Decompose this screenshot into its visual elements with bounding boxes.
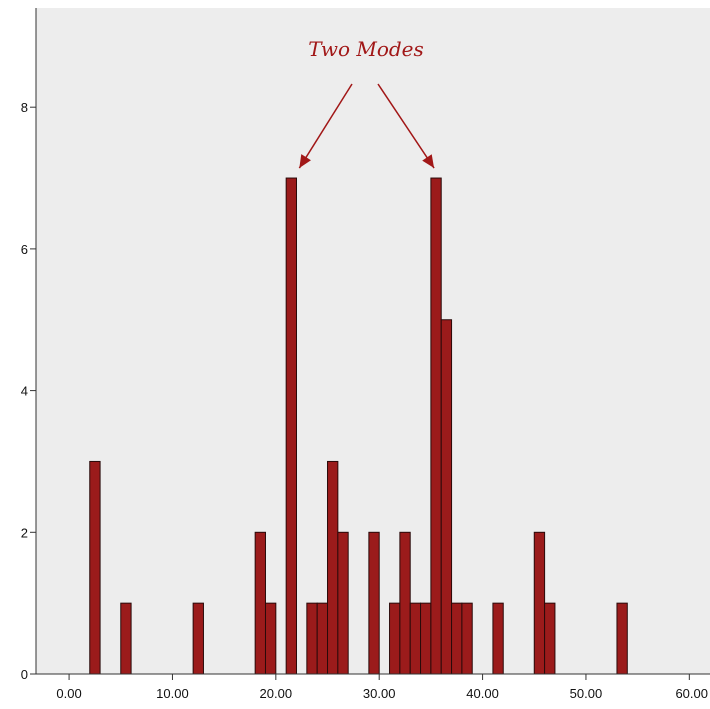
annotation-arrow — [298, 83, 353, 169]
histogram-bar — [616, 602, 628, 675]
histogram-bar — [451, 602, 463, 675]
x-tick-label: 60.00 — [675, 686, 708, 701]
y-tick-label: 4 — [21, 384, 28, 399]
histogram-bar — [89, 460, 101, 675]
annotation-label: Two Modes — [308, 37, 424, 61]
x-tick-label: 30.00 — [363, 686, 396, 701]
x-tick-label: 50.00 — [570, 686, 603, 701]
histogram-bar — [285, 177, 298, 675]
histogram-bar — [254, 531, 266, 675]
x-tick-label: 0.00 — [56, 686, 81, 701]
x-tick-label: 20.00 — [260, 686, 293, 701]
y-tick-label: 2 — [21, 525, 28, 540]
histogram-bar — [337, 531, 349, 675]
axes-group: 0 2 4 6 8 0.00 10.00 20.00 30.00 40.00 50.00 60.00 — [21, 8, 710, 701]
y-tick-label: 6 — [21, 242, 28, 257]
histogram-bar — [327, 460, 339, 675]
histogram-bar — [461, 602, 473, 675]
histogram-bar — [264, 602, 277, 675]
histogram-bar — [399, 531, 411, 675]
histogram-bar — [306, 602, 318, 675]
histogram-bar — [533, 531, 546, 675]
histogram-bar — [420, 602, 432, 675]
histogram-bar — [389, 602, 401, 675]
histogram-bar — [120, 602, 132, 675]
y-tick-label: 8 — [21, 100, 28, 115]
annotation-arrow — [377, 83, 435, 169]
histogram-bar — [368, 531, 380, 675]
histogram-bar — [192, 602, 204, 675]
histogram-bar — [440, 319, 453, 675]
histogram-bar — [544, 602, 556, 675]
y-tick-label: 0 — [21, 667, 28, 682]
annotation-arrowhead — [422, 154, 435, 169]
histogram-bar — [492, 602, 504, 675]
histogram-bar — [316, 602, 329, 675]
x-tick-label: 10.00 — [156, 686, 189, 701]
annotation-group: Two Modes — [298, 37, 435, 169]
histogram-bar — [430, 177, 442, 675]
x-tick-label: 40.00 — [466, 686, 499, 701]
histogram-bar — [409, 602, 422, 675]
annotation-arrowhead — [299, 154, 311, 169]
